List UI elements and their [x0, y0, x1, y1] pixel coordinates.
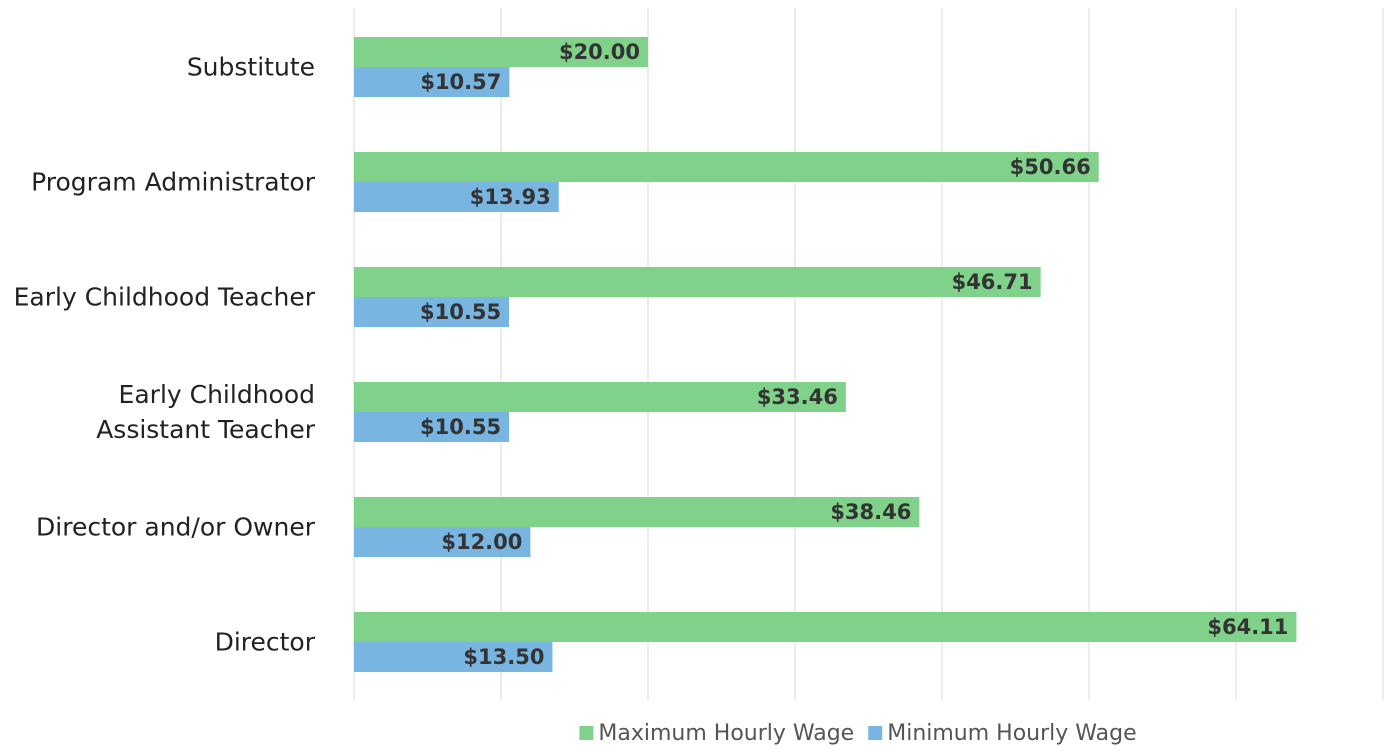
bar: [354, 67, 510, 97]
legend-swatch: [579, 726, 594, 740]
value-label: $13.50: [463, 645, 544, 669]
value-label: $64.11: [1207, 615, 1288, 639]
bar: [354, 497, 920, 527]
value-label: $10.55: [420, 300, 501, 324]
value-label: $10.55: [420, 415, 501, 439]
value-label: $10.57: [420, 70, 501, 94]
bar: [354, 152, 1099, 182]
bar: [354, 182, 559, 212]
value-label: $20.00: [559, 40, 640, 64]
value-label: $38.46: [830, 500, 911, 524]
legend-swatch: [868, 726, 883, 740]
bar: [354, 297, 510, 327]
value-label: $13.93: [470, 185, 551, 209]
legend-label: Maximum Hourly Wage: [598, 721, 854, 746]
bar: [354, 527, 531, 557]
value-label: $12.00: [441, 530, 522, 554]
bar: [354, 412, 510, 442]
value-label: $46.71: [952, 270, 1033, 294]
category-label: Substitute: [186, 52, 315, 82]
legend: Maximum Hourly Wage Minimum Hourly Wage: [579, 721, 1137, 746]
category-label: Program Administrator: [31, 167, 315, 197]
category-label: Director and/or Owner: [36, 512, 315, 542]
category-label: Early Childhood Teacher: [13, 282, 315, 312]
category-label: Early Childhood Assistant Teacher: [96, 380, 315, 444]
category-label: Director: [214, 627, 315, 657]
bar: [354, 37, 648, 67]
bar: [354, 612, 1297, 642]
value-label: $50.66: [1010, 155, 1091, 179]
value-label: $33.46: [757, 385, 838, 409]
legend-label: Minimum Hourly Wage: [887, 721, 1136, 746]
bar: [354, 382, 846, 412]
bar: [354, 642, 553, 672]
bar: [354, 267, 1041, 297]
